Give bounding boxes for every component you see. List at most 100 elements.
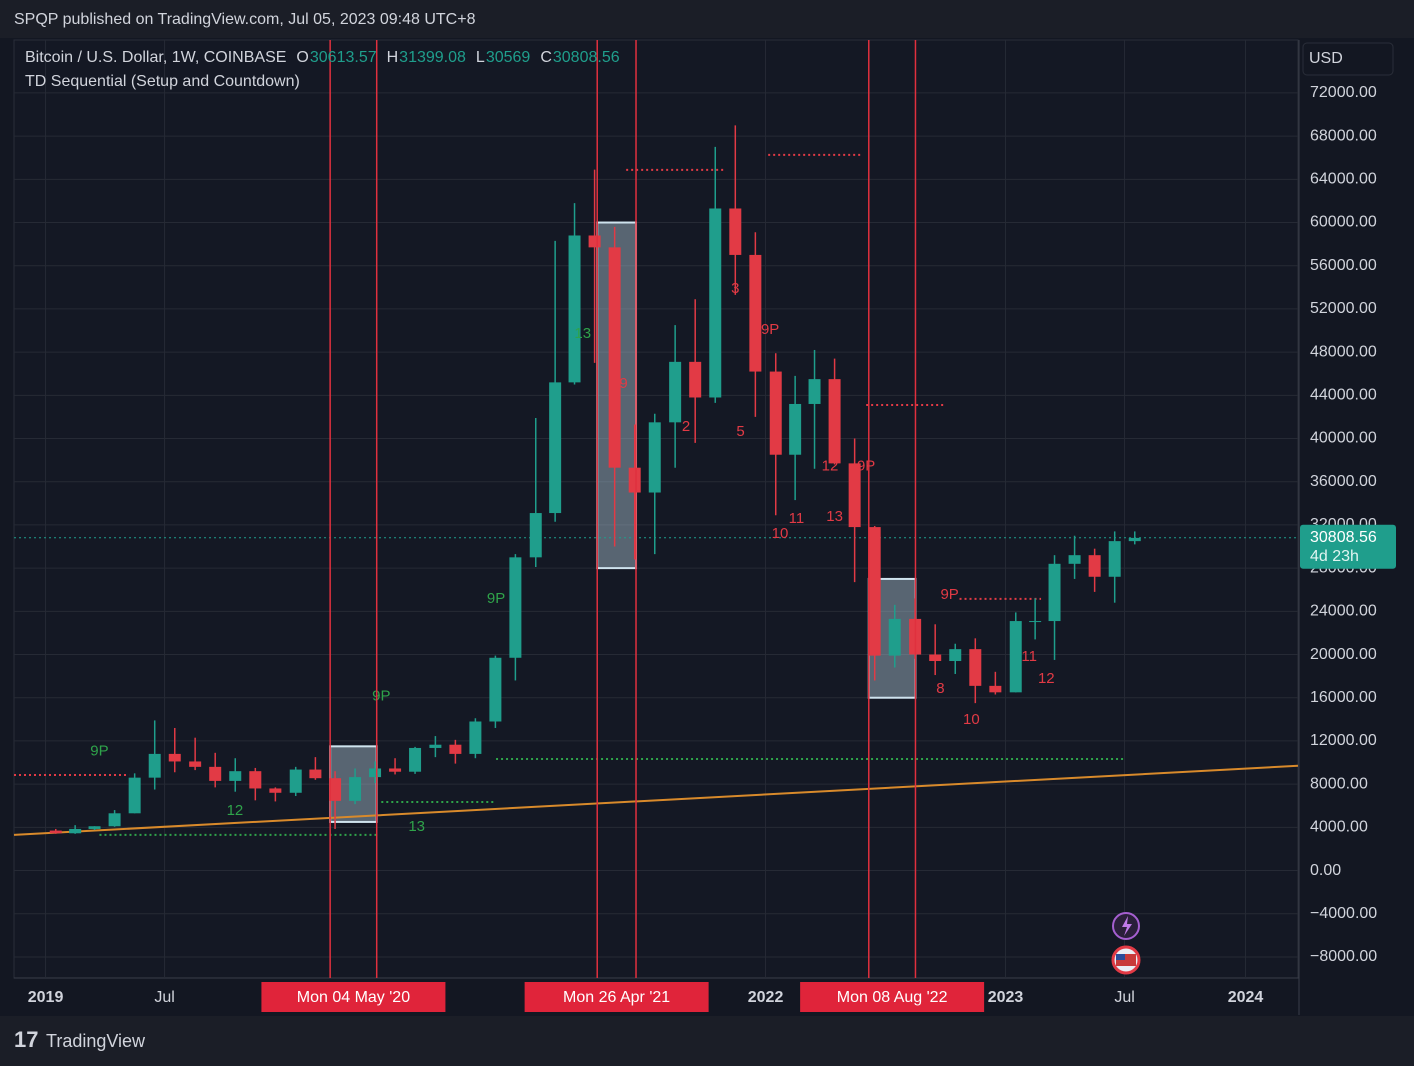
legend: Bitcoin / U.S. Dollar, 1W, COINBASE TD S… — [25, 49, 620, 90]
ohlc-value: 30569 — [486, 49, 531, 66]
y-tick-label: 12000.00 — [1310, 732, 1377, 749]
candle-body — [749, 254, 762, 372]
candle-body — [549, 382, 562, 514]
candle-body — [209, 766, 222, 781]
td-count: 10 — [963, 711, 980, 728]
candle-body — [989, 685, 1002, 693]
td-count: 9P — [857, 458, 875, 475]
ohlc-key: C — [540, 49, 552, 66]
y-tick-label: 60000.00 — [1310, 214, 1377, 231]
candle-body — [469, 721, 482, 754]
time-label-box — [261, 982, 446, 1012]
candle-body — [509, 557, 522, 658]
indicator-name: TD Sequential (Setup and Countdown) — [25, 73, 300, 90]
td-count: 13 — [408, 818, 425, 835]
x-tick-label: 2019 — [28, 989, 64, 1006]
candle-body — [888, 618, 901, 656]
candle-body — [489, 657, 502, 722]
td-count: 8 — [936, 680, 944, 697]
candle-body — [289, 769, 302, 793]
flag-icon — [1116, 954, 1125, 960]
footer-bar — [0, 1016, 1414, 1066]
td-count: 3 — [731, 280, 739, 297]
td-count: 12 — [227, 802, 244, 819]
candle-body — [1128, 537, 1141, 542]
y-tick-label: 4000.00 — [1310, 819, 1368, 836]
y-tick-label: 16000.00 — [1310, 689, 1377, 706]
y-tick-label: 56000.00 — [1310, 257, 1377, 274]
candle-body — [808, 379, 821, 404]
td-count: 12 — [822, 458, 839, 475]
candle-body — [69, 828, 82, 834]
candle-body — [1068, 555, 1081, 564]
header-text: SPQP published on TradingView.com, Jul 0… — [14, 11, 476, 28]
x-tick-label: Jul — [1114, 989, 1134, 1006]
candle-body — [128, 777, 141, 814]
y-tick-label: −8000.00 — [1310, 948, 1377, 965]
event-icon-glyph — [1122, 916, 1132, 936]
candle-body — [168, 753, 181, 762]
candle-body — [349, 777, 362, 801]
candle-body — [369, 768, 382, 778]
td-count: 9P — [90, 743, 108, 760]
candles — [49, 125, 1141, 834]
candle-body — [108, 813, 121, 827]
candle-body — [789, 403, 802, 455]
td-count: 10 — [772, 525, 789, 542]
candle-body — [269, 788, 282, 793]
trendline — [13, 764, 1299, 836]
ohlc-key: H — [387, 49, 399, 66]
y-tick-label: 44000.00 — [1310, 387, 1377, 404]
candle-body — [969, 649, 982, 686]
candle-body — [449, 744, 462, 754]
y-tick-label: 24000.00 — [1310, 603, 1377, 620]
time-label-box — [524, 982, 709, 1012]
brand-logo: 17 — [14, 1027, 38, 1052]
price-tag-value: 30808.56 — [1310, 529, 1377, 546]
candle-body — [229, 771, 242, 781]
td-count: 9P — [761, 321, 779, 338]
candle-body — [568, 235, 581, 383]
td-count: 11 — [1021, 648, 1037, 665]
candle-body — [669, 361, 682, 423]
y-tick-label: 64000.00 — [1310, 171, 1377, 188]
y-tick-label: 68000.00 — [1310, 127, 1377, 144]
candle-body — [329, 778, 342, 801]
candle-body — [729, 208, 742, 255]
symbol-title: Bitcoin / U.S. Dollar, 1W, COINBASE — [25, 49, 286, 66]
price-axis — [1300, 40, 1414, 978]
y-tick-label: 36000.00 — [1310, 473, 1377, 490]
td-count: 9P — [372, 688, 390, 705]
candle-body — [769, 371, 782, 455]
candle-body — [148, 753, 161, 778]
candle-body — [88, 826, 101, 829]
td-count: 12 — [1038, 670, 1055, 687]
td-count: 13 — [574, 325, 591, 342]
x-tick-label: 2022 — [748, 989, 784, 1006]
td-count: 9P — [487, 590, 505, 607]
x-tick-label: Jul — [154, 989, 174, 1006]
y-tick-label: 72000.00 — [1310, 84, 1377, 101]
candle-body — [429, 744, 442, 748]
candle-body — [949, 649, 962, 662]
candle-body — [389, 768, 402, 772]
y-tick-label: 52000.00 — [1310, 300, 1377, 317]
candle-body — [848, 463, 861, 528]
ohlc-value: 30808.56 — [553, 49, 620, 66]
candle-body — [409, 747, 422, 772]
candle-body — [709, 208, 722, 398]
currency-box[interactable] — [1302, 42, 1394, 76]
ohlc-key: L — [476, 49, 485, 66]
td-count: 9P — [940, 586, 958, 603]
candle-body — [689, 361, 702, 398]
y-tick-label: 48000.00 — [1310, 343, 1377, 360]
td-count: 2 — [682, 418, 690, 435]
td-count: 5 — [736, 423, 744, 440]
candle-body — [588, 235, 601, 248]
time-label: Mon 04 May '20 — [297, 989, 410, 1006]
td-count: 13 — [826, 508, 843, 525]
candle-body — [309, 769, 322, 779]
